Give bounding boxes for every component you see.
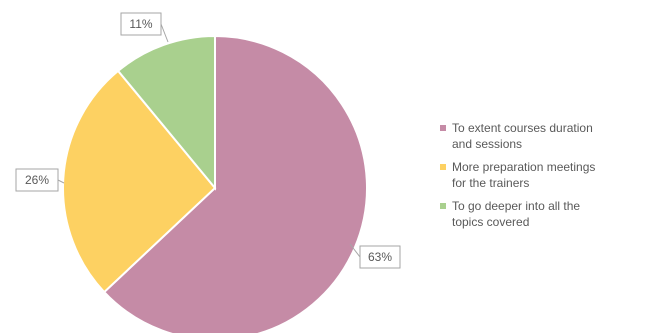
legend: To extent courses duration and sessions … xyxy=(440,120,645,237)
legend-label: To go deeper into all the topics covered xyxy=(452,199,581,229)
leader-line xyxy=(349,243,361,258)
pie-slice xyxy=(62,69,217,294)
data-label-box xyxy=(120,12,162,36)
data-label: 26% xyxy=(15,168,65,192)
legend-item: More preparation meetings for the traine… xyxy=(440,159,645,191)
legend-swatch xyxy=(440,203,446,209)
leader-line xyxy=(160,23,169,43)
data-label-text: 26% xyxy=(25,173,49,187)
data-label: 63% xyxy=(349,243,401,269)
pie-slice xyxy=(102,34,368,333)
legend-swatch xyxy=(440,164,446,170)
pie-slice xyxy=(116,34,216,191)
data-label: 11% xyxy=(120,12,169,43)
legend-label: To extent courses duration and sessions xyxy=(452,121,593,151)
data-label-box xyxy=(359,245,401,269)
legend-item: To go deeper into all the topics covered xyxy=(440,198,645,230)
data-label-text: 63% xyxy=(368,250,392,264)
data-label-box xyxy=(15,168,59,192)
data-label-text: 11% xyxy=(129,17,152,31)
legend-item: To extent courses duration and sessions xyxy=(440,120,645,152)
leader-line xyxy=(57,179,65,184)
legend-label: More preparation meetings for the traine… xyxy=(452,160,596,190)
legend-swatch xyxy=(440,125,446,131)
